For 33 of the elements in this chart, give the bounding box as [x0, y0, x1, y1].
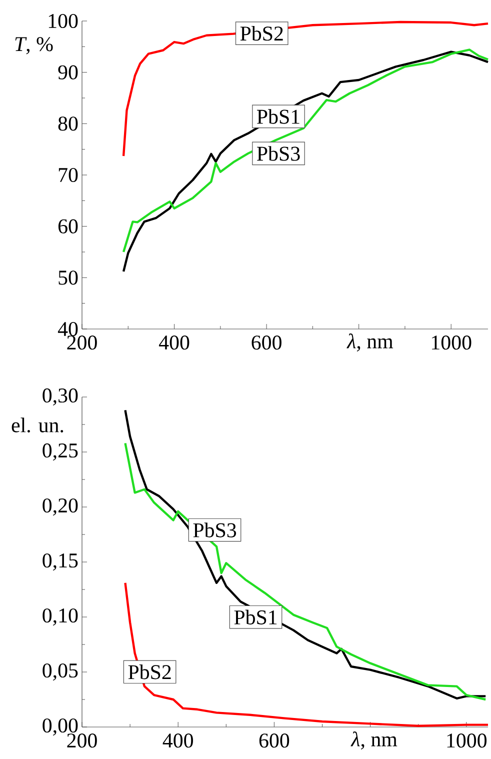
series-label: PbS3: [193, 522, 236, 538]
y-tick-label: 0,00: [42, 718, 78, 736]
x-tick-label: 1000: [447, 734, 487, 748]
y-tick-label: 0,15: [42, 553, 78, 571]
y-tick-label: 40: [58, 322, 78, 336]
y-tick-label: 90: [58, 65, 78, 80]
series-label: PbS1: [257, 109, 300, 124]
y-axis-title: T, %: [16, 37, 53, 54]
x-tick-label: 600: [260, 734, 290, 748]
x-tick-label: 200: [67, 734, 98, 748]
y-tick-label: 80: [58, 116, 78, 131]
y-tick-label: 60: [58, 219, 78, 234]
y-tick-label: 70: [59, 168, 78, 182]
x-tick-label: 200: [67, 336, 98, 350]
series-label: PbS2: [128, 664, 171, 680]
x-tick-label: 1000: [432, 336, 472, 350]
x-axis-title: λ, nm: [346, 334, 394, 352]
y-tick-label: 0,05: [42, 663, 78, 681]
x-tick-label: 600: [252, 336, 282, 350]
series-label: PbS2: [240, 26, 283, 41]
y-tick-label: 0,20: [42, 498, 78, 516]
y-tick-label: 50: [58, 270, 78, 285]
y-tick-label: 0,10: [42, 608, 78, 626]
x-axis-title: λ, nm: [350, 732, 398, 750]
y-tick-label: 0,25: [42, 443, 78, 461]
y-axis-title: el. un.: [12, 418, 64, 432]
y-tick-label: 100: [49, 14, 78, 28]
y-tick-label: 0,30: [42, 388, 78, 406]
line-series: [124, 582, 490, 727]
x-tick-label: 400: [163, 734, 194, 748]
x-tick-label: 400: [159, 336, 190, 350]
series-label: PbS3: [257, 146, 300, 161]
series-label: PbS1: [234, 610, 277, 624]
